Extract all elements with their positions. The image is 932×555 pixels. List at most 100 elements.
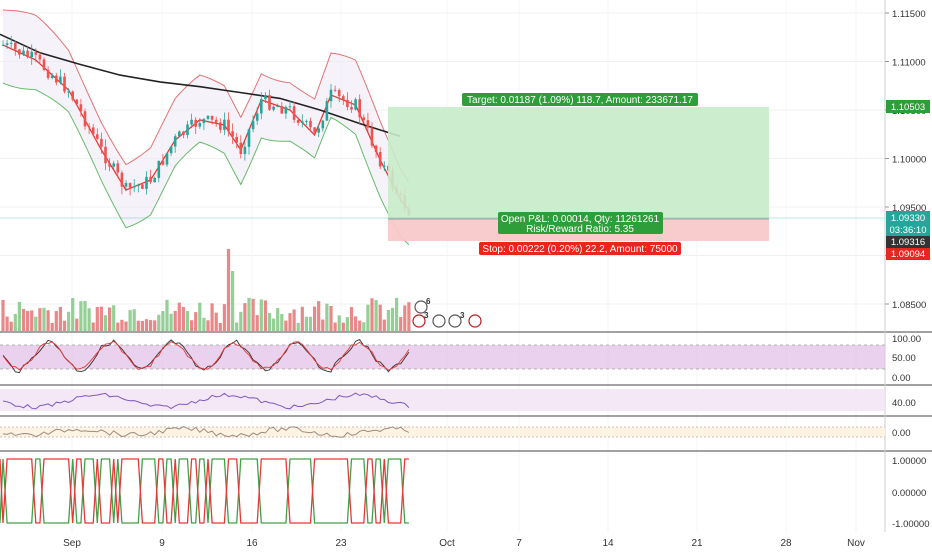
candle-body [34,51,38,55]
candle-body [309,120,312,128]
volume-bar [366,304,370,331]
volume-bar [292,309,296,331]
stop-label: Stop: 0.00222 (0.20%) 22.2, Amount: 7500… [482,244,678,255]
volume-bar [185,311,190,331]
volume-bar [300,306,304,331]
candle-body [42,59,46,70]
candle-body [5,43,9,45]
oscillator-line [2,426,410,438]
volume-bar [177,302,181,331]
candle-body [112,163,115,167]
split-event-icon[interactable] [448,314,462,328]
candle-body [1,44,5,46]
volume-bar [71,298,75,331]
volume-bar [345,317,349,331]
earnings-event-icon[interactable] [414,300,428,314]
price-badges: 1.10503 1.09330 03:36:10 1.09316 1.09094 [886,100,930,260]
time-tick-label: Nov [847,538,865,549]
bollinger-basis [2,44,410,211]
stoch-band [0,345,885,369]
volume-bar [407,302,411,331]
price-tick-label: 1.11500 [892,9,926,20]
volume-bar [222,304,226,331]
target-label-box [462,93,698,106]
volume-bar [153,320,157,331]
time-tick-label: 14 [602,538,614,549]
us-flag-event-icon[interactable] [412,314,426,328]
volume-bar [169,313,173,331]
volume-bar [54,311,58,331]
open-price-badge [886,236,930,248]
us-flag-event-icon-2[interactable] [468,314,482,328]
volume-bar [259,299,263,331]
volume-bar [317,301,321,331]
dividend-event-icon[interactable] [432,314,446,328]
candle-body [239,142,243,155]
price-tick-label: 1.10000 [892,155,926,166]
candle-body [276,106,279,108]
time-tick-label: Sep [63,538,81,549]
candle-body [145,176,148,189]
candle-body [272,106,275,110]
candle-body [124,183,128,187]
candle-body [219,122,222,130]
candle-body [268,95,271,110]
indicator-tick-label: 40.00 [892,398,916,409]
volume-bar [272,318,276,331]
time-axis[interactable]: Sep 9 16 23 Oct 7 14 21 28 Nov [63,538,865,549]
candle-body [362,117,366,121]
volume-bar [120,319,124,331]
candle-body [288,106,292,108]
candle-body [18,49,21,55]
candle-body [169,146,173,154]
price-axis[interactable]: 1.115001.110001.105001.100001.095001.090… [885,9,926,311]
risk-reward-label: Risk/Reward Ratio: 5.35 [526,224,634,235]
volume-bar [362,322,366,331]
volume-bar [202,317,206,331]
candle-body [9,42,13,44]
volume-bar [79,301,83,331]
time-tick-label: Oct [439,538,455,549]
volume-bar [243,303,247,331]
candle-body [370,127,374,146]
volume-bar [304,316,308,331]
candle-body [108,163,111,167]
candle-body [280,106,284,114]
candle-body [91,127,95,135]
volume-bar [13,313,17,331]
candle-body [301,121,304,123]
volume-bar [390,307,395,331]
event-markers[interactable]: 6 3 3 [412,297,482,328]
volume-bar [325,303,329,331]
candle-body [75,99,79,105]
volume-bar [354,316,358,331]
candle-body [358,99,361,118]
volume-bar [75,318,79,331]
volume-bar [313,306,317,331]
volume-bar [378,304,382,331]
volume-bar [308,316,313,331]
volume-bar [198,302,202,331]
volume-bar [333,322,337,331]
volume-bar [190,320,194,331]
profit-zone[interactable] [388,107,769,219]
time-tick-label: 16 [246,538,258,549]
volume-bar [62,320,67,331]
candle-body [22,50,25,55]
candle-body [223,119,226,130]
candle-body [346,99,349,108]
candle-body [182,131,185,136]
candle-body [71,91,74,100]
candle-body [63,76,66,92]
volume-bar [140,320,144,331]
candlesticks [1,35,411,216]
candle-body [87,126,91,128]
volume-bar [108,307,112,331]
volume-bar [17,301,21,331]
volume-bar [9,321,13,331]
volume-bar [210,303,214,331]
volume-bar [296,322,300,331]
volume-bar [42,307,46,331]
